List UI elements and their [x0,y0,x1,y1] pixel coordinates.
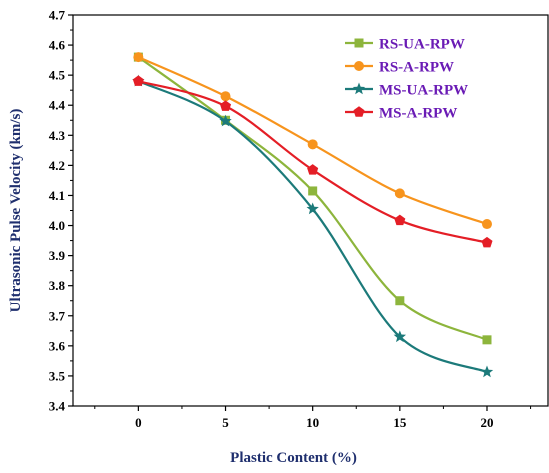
x-tick-label: 10 [306,415,319,430]
legend-marker [352,82,366,95]
y-tick-label: 4.1 [49,188,65,203]
series-MS-A-RPW [132,75,493,248]
series-line [137,56,488,341]
data-point [393,330,407,343]
data-point [306,202,319,215]
legend-label: RS-UA-RPW [379,37,465,53]
series-line [137,80,488,374]
x-axis-title: Plastic Content (%) [230,450,357,466]
legend-item: MS-UA-RPW [345,82,468,99]
y-tick-label: 4.4 [49,98,66,113]
data-point [220,91,231,102]
legend-label: MS-A-RPW [379,106,457,122]
data-point [220,100,232,111]
data-point [219,114,232,127]
data-point [308,186,318,196]
y-tick-label: 3.4 [49,399,66,414]
legend-marker [353,106,365,117]
legend: RS-UA-RPW RS-A-RPW MS-UA-RPW MS-A-RPW [345,37,468,122]
y-tick-label: 3.7 [49,308,66,323]
y-tick-label: 4.3 [49,128,66,143]
y-tick-label: 4.5 [49,68,66,83]
x-tick-label: 15 [393,415,407,430]
y-tick-label: 3.9 [49,248,66,263]
legend-marker [354,61,364,71]
y-axis-title: Ultrasonic Pulse Velocity (km/s) [8,109,24,313]
data-point [307,139,318,150]
y-tick-label: 3.5 [49,368,66,383]
axes: 3.4 3.5 3.6 3.7 3.8 3.9 4.0 4.1 4.2 4.3 4.4 4.5 4.6 4… [49,8,549,430]
y-tick-label: 4.0 [49,218,65,233]
series-layer [132,52,494,378]
data-point [132,75,144,86]
data-point [481,219,492,230]
series-RS-A-RPW [133,52,492,230]
y-tick-label: 4.7 [49,8,66,23]
data-point [481,236,493,248]
data-point [133,52,144,63]
data-point [480,365,494,378]
legend-item: RS-A-RPW [345,60,454,76]
legend-marker [354,38,364,48]
data-point [395,296,405,306]
data-point [394,188,405,199]
x-tick-label: 20 [480,415,493,430]
data-point [482,335,492,345]
data-point [394,214,406,226]
legend-item: RS-UA-RPW [345,37,465,53]
data-point [307,164,319,175]
y-tick-label: 3.8 [49,278,66,293]
legend-label: RS-A-RPW [379,60,454,76]
legend-label: MS-UA-RPW [379,83,468,99]
y-tick-label: 3.6 [49,338,66,353]
x-tick-label: 5 [222,415,229,430]
y-tick-label: 4.6 [49,38,66,53]
legend-item: MS-A-RPW [345,106,457,122]
y-tick-label: 4.2 [49,158,65,173]
x-tick-label: 0 [135,415,142,430]
